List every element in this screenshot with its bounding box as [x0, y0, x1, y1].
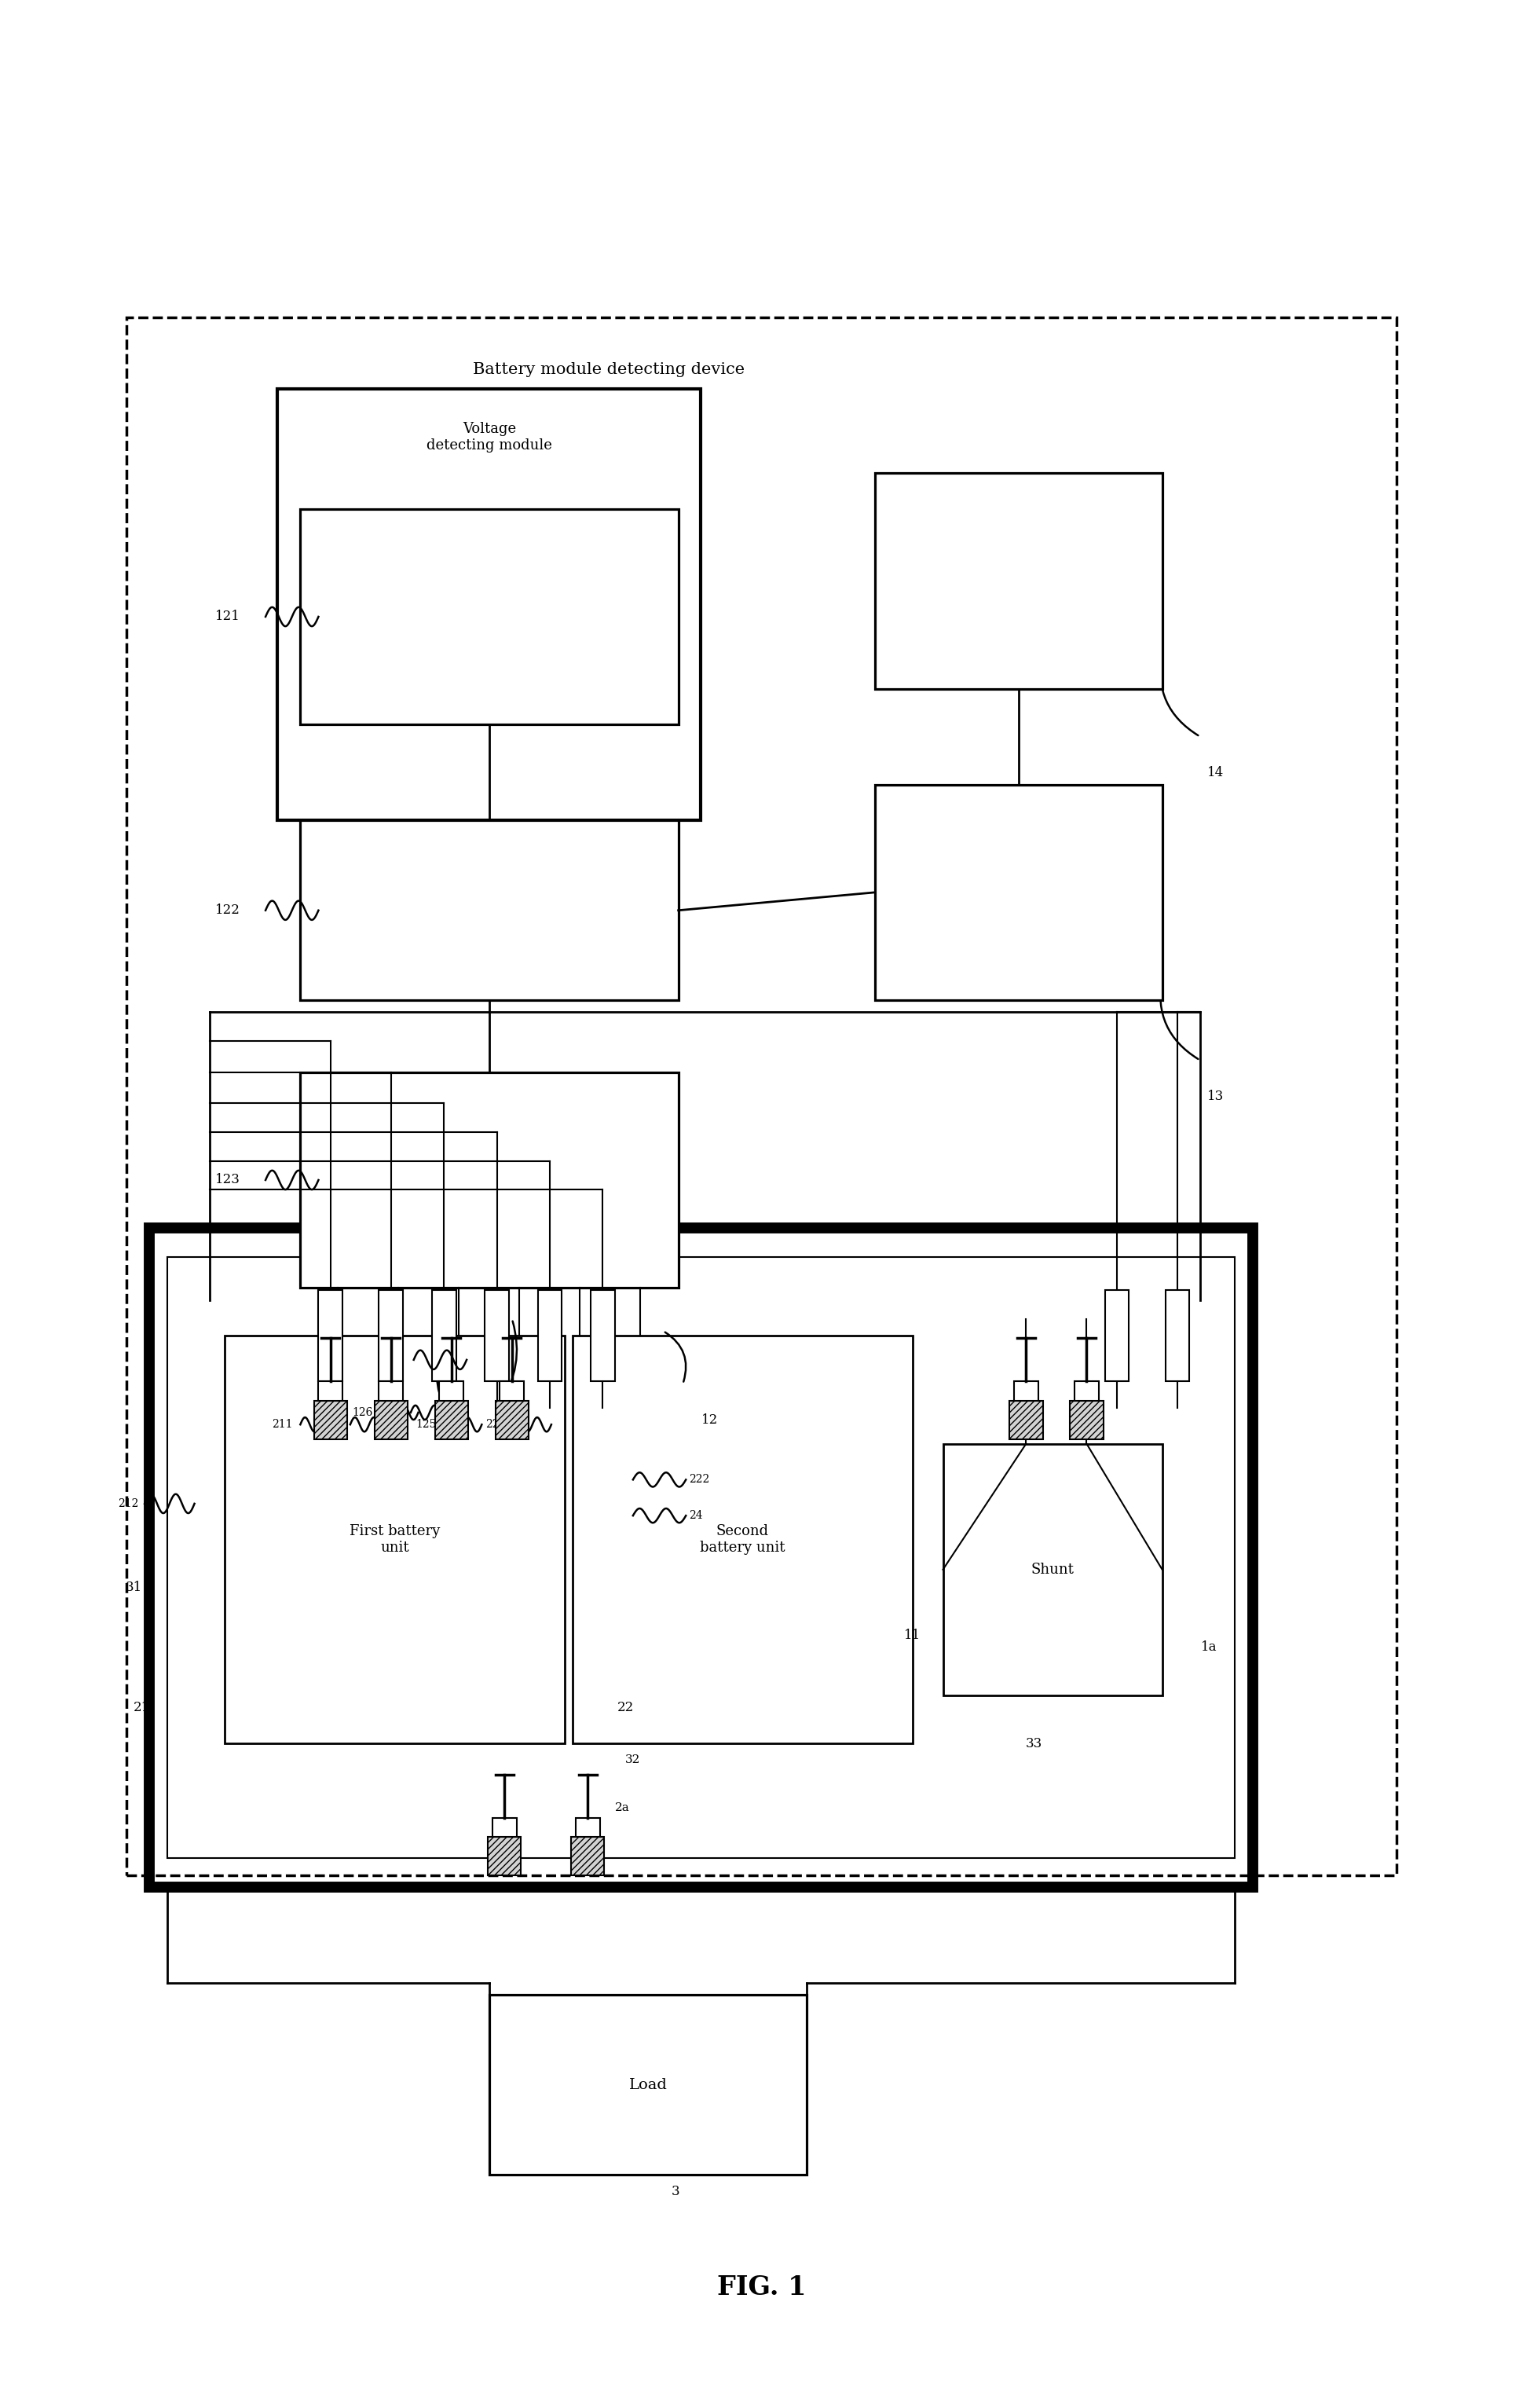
Text: 211: 211	[273, 1418, 292, 1430]
Bar	[500, 1382, 524, 1401]
Text: 1a: 1a	[1202, 1640, 1217, 1654]
Bar	[573, 1336, 912, 1743]
Text: 222: 222	[688, 1474, 710, 1486]
Bar	[591, 1291, 615, 1382]
Text: 11: 11	[905, 1628, 921, 1642]
Text: 21: 21	[133, 1700, 149, 1714]
Bar	[149, 1228, 1253, 1888]
Text: 13: 13	[1208, 1088, 1224, 1103]
Text: Control
module: Control module	[990, 877, 1048, 908]
Bar	[300, 821, 678, 999]
Bar	[538, 1291, 562, 1382]
Bar	[379, 1291, 404, 1382]
Text: 126: 126	[352, 1406, 373, 1418]
Bar	[1014, 1382, 1039, 1401]
Text: Shunt: Shunt	[1031, 1563, 1074, 1577]
Text: Second
battery unit: Second battery unit	[701, 1524, 786, 1556]
Bar	[1165, 1291, 1189, 1382]
Bar	[874, 472, 1162, 689]
Bar	[318, 1382, 343, 1401]
Bar	[943, 1445, 1162, 1695]
Bar	[379, 1382, 404, 1401]
Bar	[433, 1291, 455, 1382]
Text: 123: 123	[215, 1173, 239, 1187]
Bar	[484, 1291, 509, 1382]
Text: 14: 14	[1208, 766, 1224, 780]
Bar	[1104, 1291, 1129, 1382]
Text: 127: 127	[370, 1353, 396, 1365]
Bar	[874, 785, 1162, 999]
Text: 121: 121	[215, 609, 239, 624]
Text: 122: 122	[215, 903, 239, 917]
Bar	[168, 1257, 1235, 1859]
Text: 32: 32	[626, 1755, 641, 1765]
Text: 24: 24	[688, 1510, 702, 1522]
Bar	[1010, 1401, 1043, 1440]
Text: 23: 23	[390, 1406, 404, 1418]
Bar	[277, 390, 701, 821]
Bar	[300, 508, 678, 725]
Text: 12: 12	[701, 1413, 717, 1426]
Bar	[1071, 1401, 1103, 1440]
Text: 33: 33	[1025, 1736, 1042, 1751]
Bar	[495, 1401, 528, 1440]
Text: 221: 221	[486, 1418, 506, 1430]
Bar	[200, 1539, 774, 1792]
Bar	[375, 1401, 408, 1440]
Bar	[440, 1382, 463, 1401]
Text: 2a: 2a	[615, 1804, 629, 1813]
Bar	[314, 1401, 347, 1440]
Text: 3: 3	[672, 2184, 679, 2199]
Text: Analog scanning
switch: Analog scanning switch	[429, 1165, 548, 1194]
Text: Millivoltmeter: Millivoltmeter	[439, 903, 541, 917]
Bar	[487, 1837, 521, 1876]
Bar	[492, 1818, 516, 1837]
Bar	[489, 1996, 807, 2174]
Text: 125: 125	[416, 1418, 437, 1430]
Bar	[1075, 1382, 1098, 1401]
Bar	[225, 1336, 565, 1743]
Text: First battery
unit: First battery unit	[350, 1524, 440, 1556]
Text: Voltage
detecting module: Voltage detecting module	[426, 421, 553, 453]
Bar	[126, 318, 1397, 1876]
Bar	[436, 1401, 468, 1440]
Text: Load: Load	[629, 2078, 667, 2093]
Bar	[300, 1072, 678, 1288]
Bar	[571, 1837, 605, 1876]
Text: 212: 212	[117, 1498, 139, 1510]
Bar	[576, 1818, 600, 1837]
Text: Display: Display	[990, 573, 1048, 588]
Text: FIG. 1: FIG. 1	[717, 2276, 806, 2300]
Text: Battery module detecting device: Battery module detecting device	[474, 361, 745, 378]
Text: 22: 22	[617, 1700, 634, 1714]
Bar	[200, 1373, 774, 1551]
Text: Analog/digital
converter: Analog/digital converter	[439, 602, 539, 631]
Bar	[318, 1291, 343, 1382]
Text: 124: 124	[321, 1418, 343, 1430]
Text: 31: 31	[125, 1582, 142, 1594]
